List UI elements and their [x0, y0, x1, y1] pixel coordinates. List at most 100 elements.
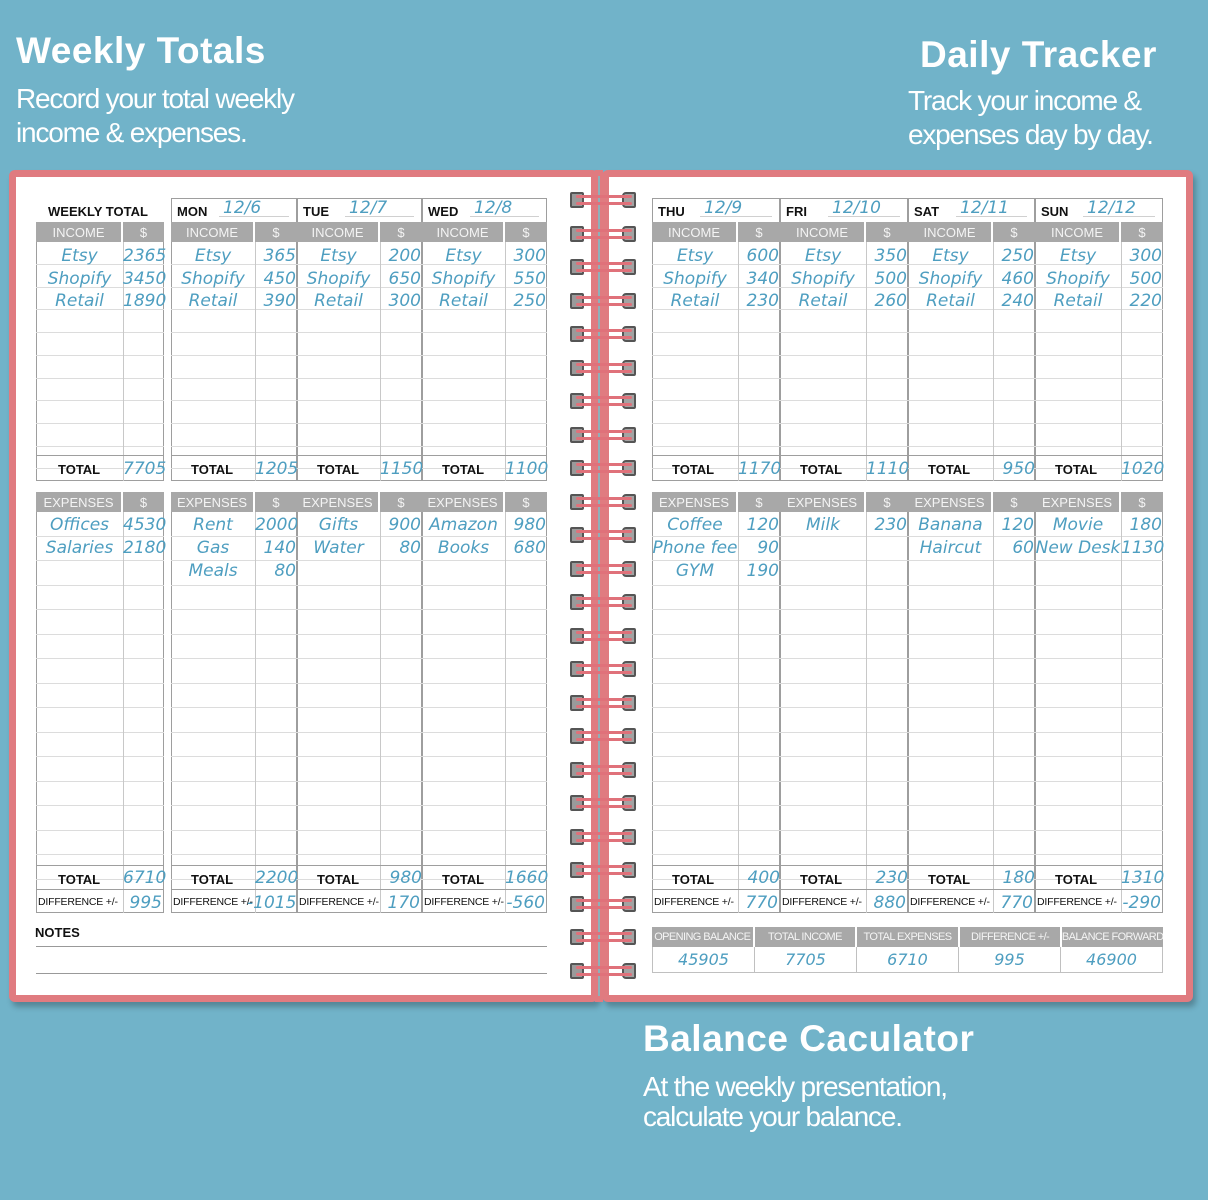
expense-row[interactable] [1035, 635, 1163, 659]
difference-value[interactable]: 770 [745, 893, 778, 913]
income-row[interactable] [780, 310, 908, 334]
income-amount[interactable]: 250 [1001, 246, 1034, 266]
income-amount[interactable]: 500 [874, 268, 907, 289]
expense-row[interactable] [652, 586, 780, 610]
income-row[interactable] [171, 310, 297, 334]
income-amount[interactable]: 230 [746, 291, 779, 312]
income-row[interactable] [171, 265, 297, 288]
expense-row[interactable] [908, 757, 1035, 782]
expense-item[interactable]: Milk [806, 515, 840, 535]
income-amount[interactable]: 500 [1129, 268, 1162, 289]
expense-row[interactable] [1035, 586, 1163, 610]
expense-row[interactable] [1035, 708, 1163, 733]
expense-row[interactable] [422, 610, 547, 635]
income-row[interactable] [908, 424, 1035, 447]
income-amount[interactable]: 2365 [123, 246, 167, 266]
expense-item[interactable]: Phone fee [652, 538, 738, 558]
income-item[interactable]: Retail [926, 291, 975, 312]
expenses-total-value[interactable]: 1310 [1121, 868, 1165, 888]
income-total-value[interactable]: 1110 [866, 459, 910, 479]
income-item[interactable]: Shopify [47, 268, 112, 289]
expense-row[interactable] [780, 537, 908, 561]
income-amount[interactable]: 365 [263, 246, 296, 266]
difference-value[interactable]: 995 [129, 893, 162, 913]
expense-row[interactable] [36, 659, 164, 684]
expense-item[interactable]: Rent [193, 515, 233, 535]
income-item[interactable]: Retail [670, 291, 720, 312]
income-total-value[interactable]: 950 [1002, 459, 1035, 479]
expense-row[interactable] [908, 782, 1035, 806]
income-total-value[interactable]: 7705 [123, 459, 167, 479]
expense-row[interactable] [908, 537, 1035, 561]
income-row[interactable] [908, 333, 1035, 356]
expense-amount[interactable]: 80 [399, 538, 421, 558]
income-row[interactable] [780, 333, 908, 356]
day-date[interactable]: 12/9 [704, 198, 743, 218]
income-item[interactable]: Etsy [932, 246, 969, 266]
day-date[interactable]: 12/10 [832, 198, 881, 218]
expense-item[interactable]: Books [437, 538, 490, 558]
income-amount[interactable]: 240 [1001, 291, 1034, 312]
income-row[interactable] [780, 265, 908, 288]
expense-amount[interactable]: 900 [388, 515, 421, 535]
expense-amount[interactable]: 980 [513, 515, 546, 535]
income-total-value[interactable]: 1020 [1121, 459, 1165, 479]
expense-row[interactable] [422, 806, 547, 831]
notes-line[interactable] [36, 946, 547, 947]
difference-value[interactable]: 770 [1000, 893, 1033, 913]
income-amount[interactable]: 260 [874, 291, 907, 312]
expense-row[interactable] [908, 806, 1035, 831]
expense-row[interactable] [652, 782, 780, 806]
income-amount[interactable]: 300 [388, 291, 421, 312]
expense-row[interactable] [36, 561, 164, 586]
expense-row[interactable] [422, 708, 547, 733]
expense-row[interactable] [171, 537, 297, 561]
expense-row[interactable] [422, 831, 547, 855]
expense-item[interactable]: Coffee [667, 515, 723, 535]
difference-value[interactable]: -1015 [247, 893, 297, 913]
expense-row[interactable] [652, 610, 780, 635]
expense-row[interactable] [1035, 855, 1163, 880]
total-expenses-value[interactable]: 6710 [857, 947, 959, 972]
expense-row[interactable] [780, 684, 908, 708]
income-row[interactable] [1035, 424, 1163, 447]
expense-amount[interactable]: 140 [263, 538, 296, 558]
expense-amount[interactable]: 4530 [123, 515, 167, 535]
income-amount[interactable]: 250 [513, 291, 546, 312]
expenses-total-value[interactable]: 1660 [505, 868, 549, 888]
expense-row[interactable] [908, 659, 1035, 684]
expense-item[interactable]: GYM [675, 561, 715, 581]
expense-item[interactable]: Gas [196, 538, 230, 558]
expense-row[interactable] [36, 635, 164, 659]
expense-row[interactable] [297, 586, 422, 610]
income-row[interactable] [1035, 446, 1163, 470]
expense-row[interactable] [652, 733, 780, 757]
income-row[interactable] [908, 310, 1035, 334]
income-amount[interactable]: 460 [1001, 268, 1034, 289]
income-row[interactable] [297, 401, 422, 424]
expense-row[interactable] [1035, 831, 1163, 855]
expense-row[interactable] [422, 733, 547, 757]
expense-row[interactable] [652, 806, 780, 831]
expense-row[interactable] [297, 782, 422, 806]
income-row[interactable] [36, 242, 164, 265]
income-row[interactable] [422, 424, 547, 447]
income-amount[interactable]: 1890 [123, 291, 167, 312]
expense-row[interactable] [780, 659, 908, 684]
expense-row[interactable] [1035, 610, 1163, 635]
difference-value[interactable]: 170 [387, 893, 420, 913]
income-row[interactable] [780, 356, 908, 379]
income-row[interactable] [780, 287, 908, 311]
income-amount[interactable]: 3450 [123, 268, 167, 289]
expense-amount[interactable]: 2180 [123, 538, 167, 558]
income-row[interactable] [422, 242, 547, 265]
income-amount[interactable]: 650 [388, 268, 421, 289]
day-date[interactable]: 12/6 [223, 198, 262, 218]
income-item[interactable]: Etsy [445, 246, 482, 266]
income-row[interactable] [297, 310, 422, 334]
expense-amount[interactable]: 230 [874, 515, 907, 535]
income-row[interactable] [780, 378, 908, 402]
expense-row[interactable] [171, 659, 297, 684]
income-row[interactable] [908, 446, 1035, 470]
expense-row[interactable] [422, 782, 547, 806]
